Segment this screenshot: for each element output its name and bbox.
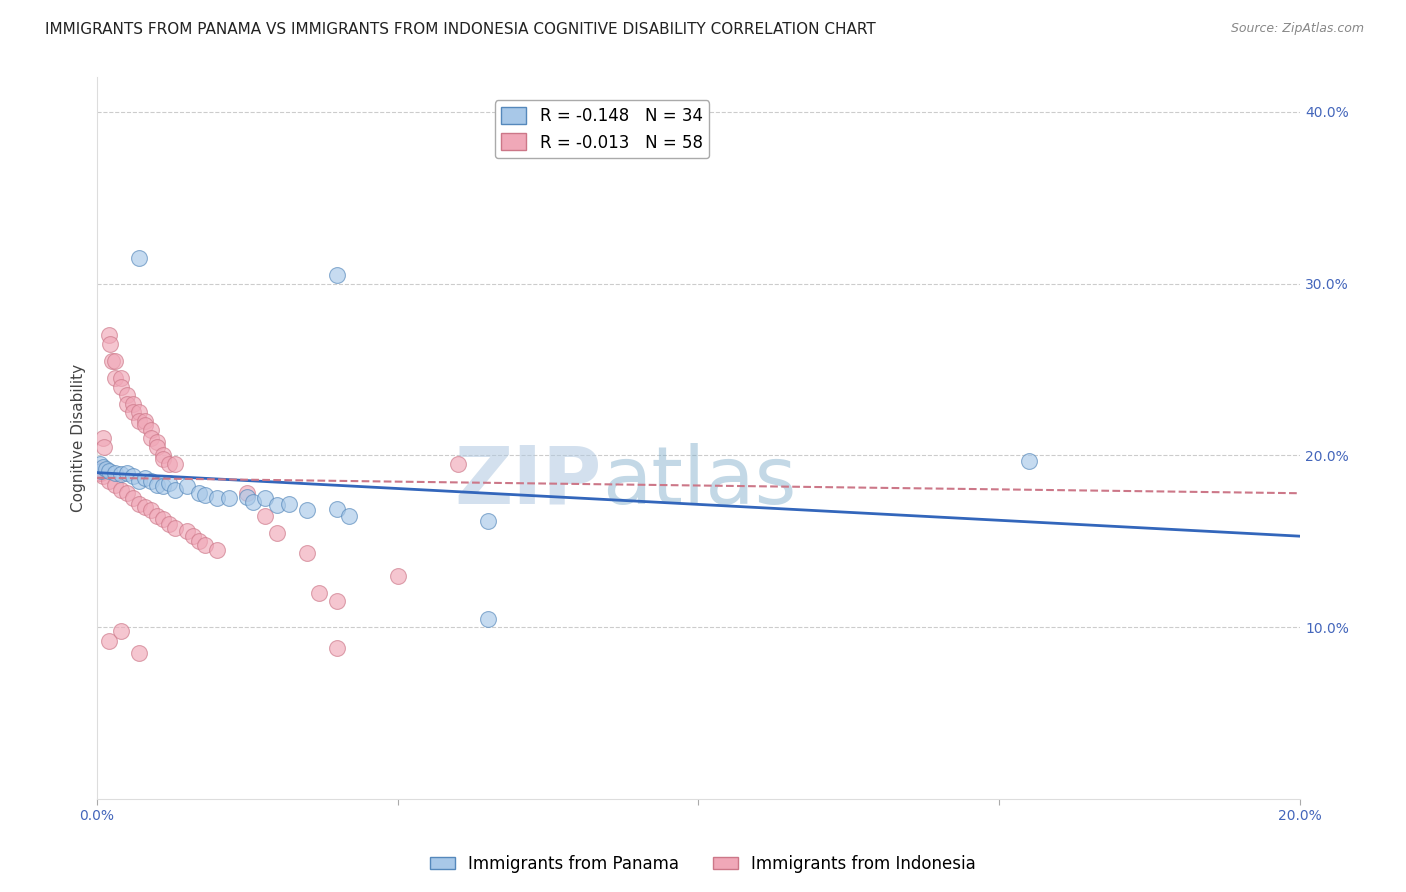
Point [236,490,259,504]
Point [139,431,162,445]
Point [97,474,120,488]
Text: Source: ZipAtlas.com: Source: ZipAtlas.com [1230,22,1364,36]
Point [205,491,228,506]
Point [266,525,288,540]
Point [104,354,127,368]
Point [128,405,150,419]
Point [181,529,204,543]
Point [194,538,217,552]
Point [115,486,138,500]
Point [98,336,121,351]
Point [176,524,198,538]
Point [128,646,150,660]
Y-axis label: Cognitive Disability: Cognitive Disability [72,364,86,512]
Point [152,451,174,466]
Point [121,397,143,411]
Point [104,477,127,491]
Point [110,467,132,482]
Point [104,466,127,480]
Point [110,483,132,497]
Point [308,586,330,600]
Point [139,423,162,437]
Point [163,520,186,534]
Point [1018,453,1040,467]
Point [278,497,301,511]
Point [128,474,150,488]
Point [89,466,111,480]
Point [218,491,240,506]
Point [97,328,120,343]
Point [134,414,156,428]
Point [93,440,115,454]
Point [100,354,122,368]
Point [163,457,186,471]
Point [337,508,360,523]
Point [121,491,143,506]
Point [236,486,259,500]
Point [139,503,162,517]
Point [134,417,156,432]
Point [121,405,143,419]
Point [146,508,169,523]
Point [387,568,409,582]
Legend: R = -0.148   N = 34, R = -0.013   N = 58: R = -0.148 N = 34, R = -0.013 N = 58 [495,100,710,158]
Point [115,466,138,480]
Point [91,460,114,475]
Point [121,469,143,483]
Point [146,434,169,449]
Point [89,457,111,471]
Point [91,469,114,483]
Point [477,612,499,626]
Point [115,397,138,411]
Point [134,500,156,514]
Point [97,464,120,478]
Point [97,634,120,648]
Point [326,594,349,608]
Point [242,495,264,509]
Point [205,543,228,558]
Point [326,501,349,516]
Point [152,449,174,463]
Point [139,474,162,488]
Point [110,624,132,638]
Text: ZIP: ZIP [456,442,602,521]
Legend: Immigrants from Panama, Immigrants from Indonesia: Immigrants from Panama, Immigrants from … [423,848,983,880]
Point [157,517,180,532]
Point [297,503,319,517]
Point [254,508,277,523]
Point [91,431,114,445]
Point [134,471,156,485]
Point [110,371,132,385]
Point [187,534,209,549]
Text: IMMIGRANTS FROM PANAMA VS IMMIGRANTS FROM INDONESIA COGNITIVE DISABILITY CORRELA: IMMIGRANTS FROM PANAMA VS IMMIGRANTS FRO… [45,22,876,37]
Point [157,475,180,490]
Point [104,371,127,385]
Point [94,462,117,476]
Point [447,457,470,471]
Point [90,464,112,478]
Point [194,488,217,502]
Point [326,268,349,282]
Point [110,380,132,394]
Point [157,457,180,471]
Point [90,466,112,480]
Text: atlas: atlas [602,442,796,521]
Point [146,440,169,454]
Point [176,479,198,493]
Point [152,479,174,493]
Point [326,640,349,655]
Point [115,388,138,402]
Point [128,251,150,265]
Point [128,497,150,511]
Point [254,491,277,506]
Point [146,477,169,491]
Point [128,414,150,428]
Point [187,486,209,500]
Point [152,512,174,526]
Point [297,546,319,560]
Point [163,483,186,497]
Point [89,462,111,476]
Point [266,498,288,512]
Point [477,514,499,528]
